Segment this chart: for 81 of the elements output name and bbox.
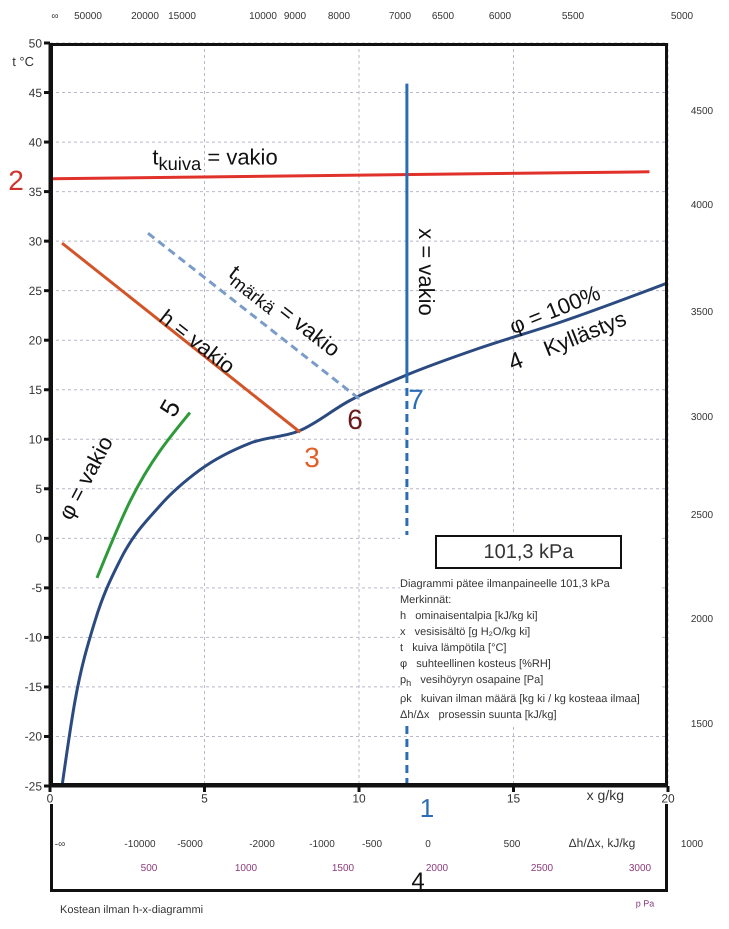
y-tick-label: 25 [28,284,42,298]
text: Δh/Δx, kJ/kg [568,836,636,850]
annotation: x vesisisältö [g H₂O/kg ki] [400,626,530,638]
text: p Pa [636,898,654,908]
y-tick-label: -10 [24,630,42,645]
text: 10000 [249,11,277,22]
text: 20000 [131,11,159,22]
text: -5000 [177,839,203,850]
text: -10000 [124,839,156,850]
y-tick-label: -15 [24,680,42,694]
text: 2000 [690,614,714,625]
annotation: x = vakio [414,228,439,316]
text: -500 [362,839,382,850]
text: 6500 [432,11,454,22]
annotation: φ = vakio [53,432,118,524]
text: Kostean ilman h-x-diagrammi [60,904,204,916]
annotation: ρk kuivan ilman määrä [kg ki / kg kosteaa ilmaa] [400,693,640,706]
y-tick-label: 30 [28,234,42,248]
text: -2000 [249,839,275,850]
text: 3000 [628,863,652,874]
y-axis-title: t °C [12,54,34,70]
text: 4000 [690,200,714,211]
y-tick-label: -5 [31,581,42,596]
y-tick-label: 0 [35,532,42,546]
annotation: 6 [347,404,363,435]
annotation: t$_{kuiva}$ = vakio [152,144,278,174]
annotation: 101,3 kPa [483,541,574,563]
text: 1000 [680,839,704,850]
text: 3500 [690,307,714,318]
y-tick-label: 50 [28,36,42,50]
text: 1500 [332,863,354,874]
x-axis-title: x g/kg [586,786,624,803]
text: 500 [140,863,158,874]
text: 50000 [74,11,102,22]
annotation: 3 [304,442,320,473]
y-tick-label: 5 [35,482,42,496]
text: ∞ [51,11,59,22]
x-tick-label: 10 [352,792,366,806]
x-tick-label: 15 [506,792,520,806]
y-tick-label: -20 [24,730,42,744]
y-tick-label: 40 [28,135,42,150]
x-tick-label: 20 [661,792,675,806]
annotation: φ suhteellinen kosteus [%RH] [400,658,551,670]
annotation: h ominaisentalpia [kJ/kg ki] [400,610,538,622]
text: 1000 [234,863,258,874]
annotation: Merkinnät: [400,594,452,606]
y-tick-label: -25 [24,779,42,794]
text: -1000 [309,839,335,850]
y-tick-label: 45 [28,86,42,100]
y-tick-label: 10 [28,432,42,447]
text: 1500 [690,719,714,730]
y-tick-label: 35 [28,184,42,199]
annotation: 7 [408,384,424,415]
text: 5500 [562,11,584,22]
text: 4500 [690,106,714,117]
text: 7000 [388,11,412,22]
x-tick-label: 5 [201,792,208,806]
text: 2500 [530,863,554,874]
text: 6000 [488,11,512,22]
text: 1 [420,793,434,823]
y-tick-label: 15 [28,382,42,397]
annotation: 5 [153,394,187,422]
text: 15000 [168,11,196,22]
annotation: t kuiva lämpötila [°C] [400,642,506,654]
text: -∞ [54,839,66,850]
text: 500 [504,839,520,850]
text: 9000 [284,11,306,22]
annotation: Δh/Δx prosessin suunta [kJ/kg] [400,709,557,722]
x-tick-label: 0 [46,792,54,806]
text: 2 [8,165,24,196]
text: 3000 [690,412,714,423]
text: 4 [411,868,425,895]
text: 0 [425,839,431,850]
annotation: 4 [504,346,528,377]
annotation: p$_{h}$ vesihöyryn osapaine [Pa] [400,674,544,688]
y-tick-label: 20 [28,333,42,348]
text: 2500 [690,510,714,521]
text: 8000 [328,11,350,22]
text: 5000 [670,11,694,22]
annotation: Diagrammi pätee ilmanpaineelle 101,3 kPa [400,578,610,590]
text: 2000 [426,863,448,874]
